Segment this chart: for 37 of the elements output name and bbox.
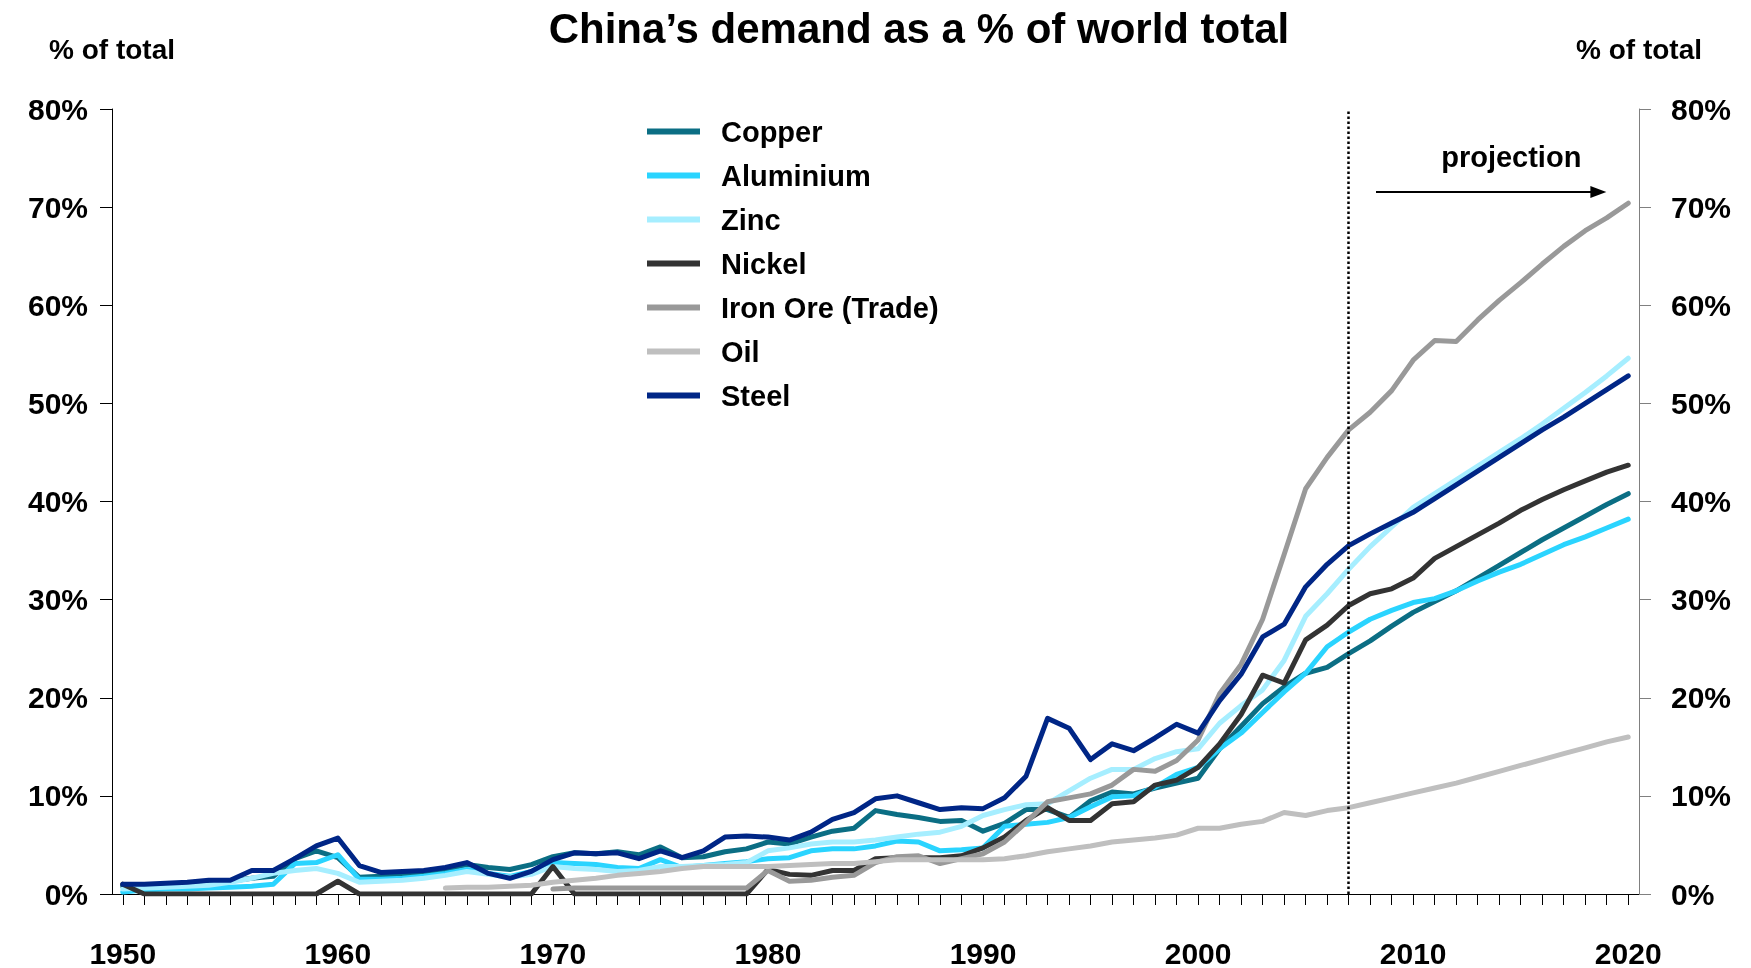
y2-tick-label: 10% bbox=[1671, 779, 1732, 813]
x-tick-label: 1960 bbox=[304, 936, 372, 968]
y2-tick-label: 30% bbox=[1671, 583, 1732, 617]
x-tick-label: 2000 bbox=[1164, 936, 1232, 968]
legend-label: Zinc bbox=[721, 203, 781, 236]
y-tick-label: 0% bbox=[44, 877, 88, 911]
y-tick-label: 10% bbox=[27, 779, 88, 813]
y2-axis-title: % of total bbox=[1576, 33, 1702, 65]
y2-tick-label: 20% bbox=[1671, 681, 1732, 715]
legend-label: Copper bbox=[721, 115, 823, 148]
y-tick-label: 30% bbox=[27, 583, 88, 617]
y2-tick-label: 40% bbox=[1671, 485, 1732, 518]
chart-title: China’s demand as a % of world total bbox=[548, 4, 1290, 52]
y-tick-label: 50% bbox=[27, 386, 88, 420]
y-tick-label: 60% bbox=[27, 288, 88, 322]
legend-label: Oil bbox=[721, 335, 760, 368]
legend-label: Nickel bbox=[721, 247, 807, 280]
y-tick-label: 40% bbox=[27, 485, 88, 518]
y-axis-title: % of total bbox=[49, 33, 175, 65]
y-tick-label: 70% bbox=[27, 190, 88, 224]
x-tick-label: 1990 bbox=[949, 936, 1017, 968]
y-tick-label: 80% bbox=[27, 92, 88, 126]
x-tick-label: 1950 bbox=[89, 936, 157, 968]
y-tick-label: 20% bbox=[27, 681, 88, 715]
y2-tick-label: 50% bbox=[1671, 386, 1732, 420]
x-tick-label: 1980 bbox=[734, 936, 802, 968]
y2-tick-label: 80% bbox=[1671, 92, 1732, 126]
y2-tick-label: 60% bbox=[1671, 288, 1732, 322]
x-tick-label: 1970 bbox=[519, 936, 587, 968]
legend-label: Steel bbox=[721, 379, 791, 412]
y2-tick-label: 0% bbox=[1671, 877, 1715, 911]
legend-label: Aluminium bbox=[721, 159, 871, 192]
y2-tick-label: 70% bbox=[1671, 190, 1732, 224]
x-tick-label: 2010 bbox=[1379, 936, 1447, 968]
legend-label: Iron Ore (Trade) bbox=[721, 291, 939, 324]
x-tick-label: 2020 bbox=[1594, 936, 1662, 968]
annotation: projection bbox=[1441, 141, 1582, 173]
